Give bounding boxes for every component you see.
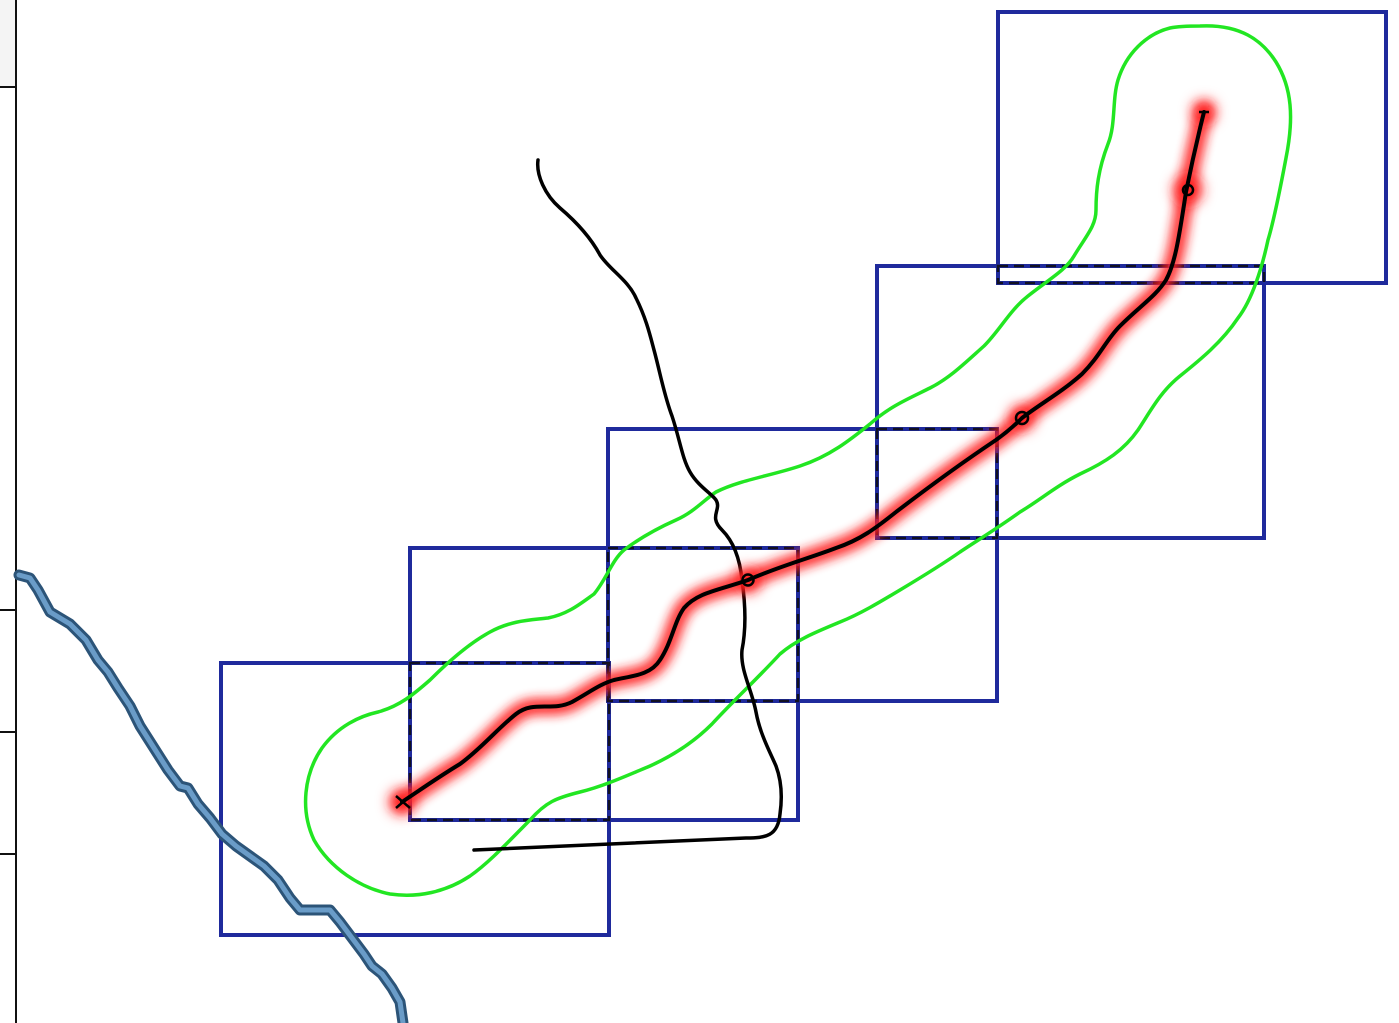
overlap-area [408,661,611,822]
corridor-buffer [303,24,1293,897]
cross-marker-icon[interactable] [395,795,411,809]
grid-tile[interactable] [875,264,1266,540]
route-markers [395,110,1209,809]
river[interactable] [13,569,409,1023]
route-glow [390,101,1215,814]
grid-tile[interactable] [996,10,1388,285]
panel-divider [0,731,15,733]
grid-tile[interactable] [606,427,999,703]
overlap-area [606,546,800,703]
river-outline [13,569,409,1023]
overlap-area [875,427,999,540]
river-fill [16,572,406,1023]
circle-marker-icon[interactable] [741,573,755,587]
panel-divider [0,853,15,855]
panel-header [0,0,15,88]
circle-marker-icon[interactable] [1014,410,1030,426]
left-side-panel [0,0,17,1023]
route-line[interactable] [400,110,1206,804]
circle-marker-icon[interactable] [1181,183,1195,197]
road[interactable] [472,158,783,852]
panel-divider [0,609,15,611]
overlap-area [996,264,1266,285]
